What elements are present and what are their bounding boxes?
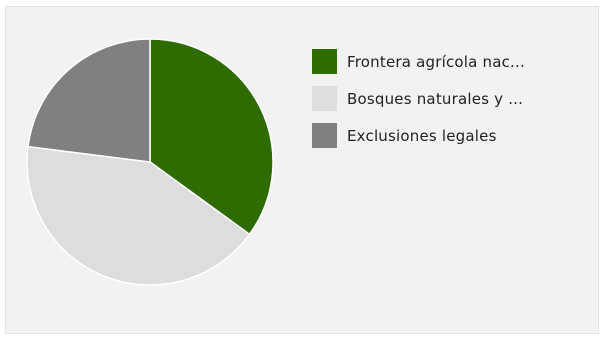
legend-label: Exclusiones legales	[347, 126, 497, 145]
pie-chart	[26, 38, 274, 286]
legend-swatch	[312, 49, 337, 74]
slice-frontera[interactable]	[149, 38, 274, 236]
legend-item-frontera[interactable]: Frontera agrícola nac...	[312, 43, 525, 80]
chart-panel: Frontera agrícola nac... Bosques natural…	[5, 6, 599, 334]
slice-bosques[interactable]	[26, 145, 251, 286]
legend-label: Bosques naturales y ...	[347, 89, 524, 108]
slice-exclusiones[interactable]	[27, 38, 151, 163]
chart-legend: Frontera agrícola nac... Bosques natural…	[312, 43, 525, 154]
legend-item-exclusiones[interactable]: Exclusiones legales	[312, 117, 525, 154]
legend-swatch	[312, 86, 337, 111]
legend-label: Frontera agrícola nac...	[347, 52, 525, 71]
legend-swatch	[312, 123, 337, 148]
legend-item-bosques[interactable]: Bosques naturales y ...	[312, 80, 525, 117]
